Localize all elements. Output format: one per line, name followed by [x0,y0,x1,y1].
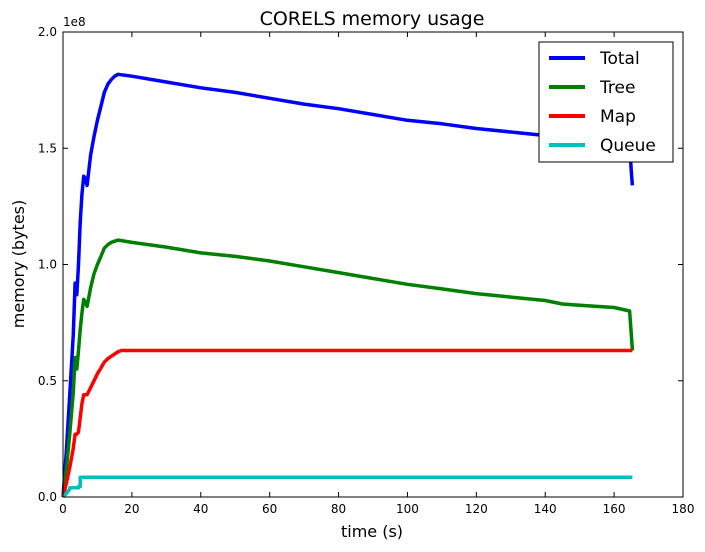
x-tick-label: 160 [603,502,626,516]
legend-label-queue: Queue [600,136,656,156]
x-tick-label: 100 [396,502,419,516]
x-tick-label: 120 [465,502,488,516]
y-offset-label: 1e8 [63,15,86,29]
y-tick-label: 1.5 [38,141,57,155]
x-tick-label: 80 [331,502,346,516]
x-tick-label: 0 [59,502,67,516]
chart-title: CORELS memory usage [260,8,485,30]
y-axis-ticks: 0.0 0.5 1.0 1.5 2.0 [38,25,683,504]
y-tick-label: 0.0 [38,490,57,504]
y-axis-label: memory (bytes) [9,200,28,329]
legend-box [538,41,674,163]
series-layer [61,72,635,499]
x-tick-label: 140 [534,502,557,516]
x-axis-ticks: 0 20 40 60 80 100 120 140 160 180 [59,32,694,516]
series-line-map [61,348,633,498]
y-tick-label: 1.0 [38,258,57,272]
x-axis-label: time (s) [341,522,403,541]
x-tick-label: 20 [124,502,139,516]
legend-label-map: Map [600,107,636,127]
x-tick-label: 60 [262,502,277,516]
series-line-tree [61,238,635,498]
series-line-total [61,72,635,498]
y-tick-label: 0.5 [38,374,57,388]
legend-label-tree: Tree [599,78,635,98]
legend: Total Tree Map Queue [538,41,674,163]
y-tick-label: 2.0 [38,25,57,39]
x-tick-label: 180 [672,502,695,516]
x-tick-label: 40 [193,502,208,516]
legend-label-total: Total [599,49,640,69]
series-line-queue [61,475,633,499]
